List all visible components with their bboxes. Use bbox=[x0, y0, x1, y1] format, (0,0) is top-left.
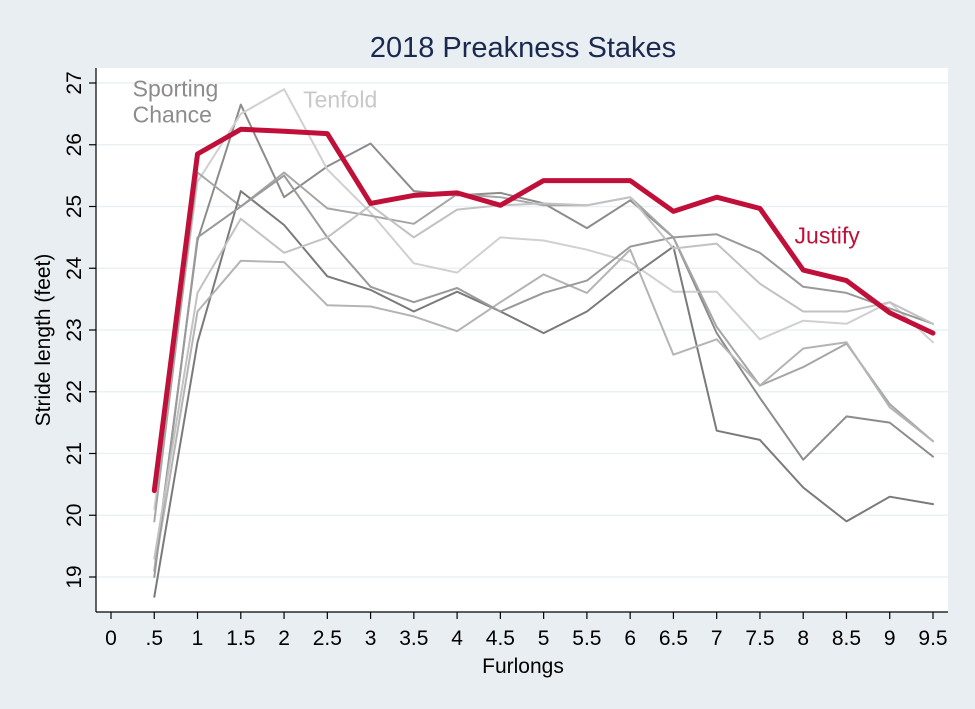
x-tick-label: 6 bbox=[624, 627, 636, 650]
axes bbox=[89, 68, 948, 619]
x-tick-label: 5 bbox=[538, 627, 550, 650]
annotation-sporting: Sporting bbox=[133, 76, 219, 102]
plot-area bbox=[96, 68, 948, 612]
series-layer bbox=[151, 88, 936, 598]
series-line-tenfold bbox=[153, 88, 934, 511]
y-axis-label: Stride length (feet) bbox=[32, 254, 55, 427]
y-tick-label: 20 bbox=[63, 504, 86, 527]
y-tick-label: 22 bbox=[63, 380, 86, 403]
x-tick-label: 8.5 bbox=[832, 627, 861, 650]
series-line-unlabeled-6 bbox=[153, 174, 934, 578]
x-tick-label: 4 bbox=[451, 627, 463, 650]
x-axis-label: Furlongs bbox=[482, 655, 564, 678]
y-tick-label: 27 bbox=[63, 71, 86, 94]
y-tick-label: 25 bbox=[63, 195, 86, 218]
x-tick-label: 0 bbox=[105, 627, 117, 650]
annotation-tenfold: Tenfold bbox=[303, 87, 377, 113]
x-tick-label: 1.5 bbox=[226, 627, 255, 650]
y-tick-label: 19 bbox=[63, 565, 86, 588]
y-tick-label: 23 bbox=[63, 318, 86, 341]
x-tick-label: 1 bbox=[192, 627, 204, 650]
annotation-chance: Chance bbox=[133, 102, 212, 128]
x-tick-label: 3.5 bbox=[399, 627, 428, 650]
series-line-justify bbox=[151, 126, 936, 494]
grid-lines bbox=[96, 82, 948, 578]
x-tick-label: 6.5 bbox=[659, 627, 688, 650]
tick-labels: 0 .5 1 1.5 2 2.5 3 3.5 4 4.5 5 5.5 6 6.5 7 7.5 8 8.5 9 9.5 1… bbox=[63, 71, 948, 650]
x-tick-label: 8 bbox=[797, 627, 809, 650]
x-tick-label: 3 bbox=[365, 627, 377, 650]
x-tick-label: 9 bbox=[884, 627, 896, 650]
x-tick-label: 9.5 bbox=[918, 627, 947, 650]
chart-title: 2018 Preakness Stakes bbox=[370, 32, 676, 64]
series-line-unlabeled-3 bbox=[153, 171, 934, 523]
series-line-unlabeled-4 bbox=[153, 190, 934, 598]
series-line-unlabeled-7 bbox=[153, 196, 934, 560]
annotation-justify: Justify bbox=[795, 223, 861, 249]
x-tick-label: 4.5 bbox=[486, 627, 515, 650]
x-tick-label: 7 bbox=[711, 627, 723, 650]
y-tick-label: 24 bbox=[63, 256, 86, 280]
y-tick-label: 21 bbox=[63, 442, 86, 465]
x-tick-label: 7.5 bbox=[745, 627, 774, 650]
x-tick-label: 2.5 bbox=[313, 627, 342, 650]
x-tick-label: .5 bbox=[146, 627, 164, 650]
series-line-unlabeled-5 bbox=[153, 248, 934, 572]
x-tick-label: 2 bbox=[278, 627, 290, 650]
x-tick-label: 5.5 bbox=[572, 627, 601, 650]
y-tick-label: 26 bbox=[63, 133, 86, 156]
